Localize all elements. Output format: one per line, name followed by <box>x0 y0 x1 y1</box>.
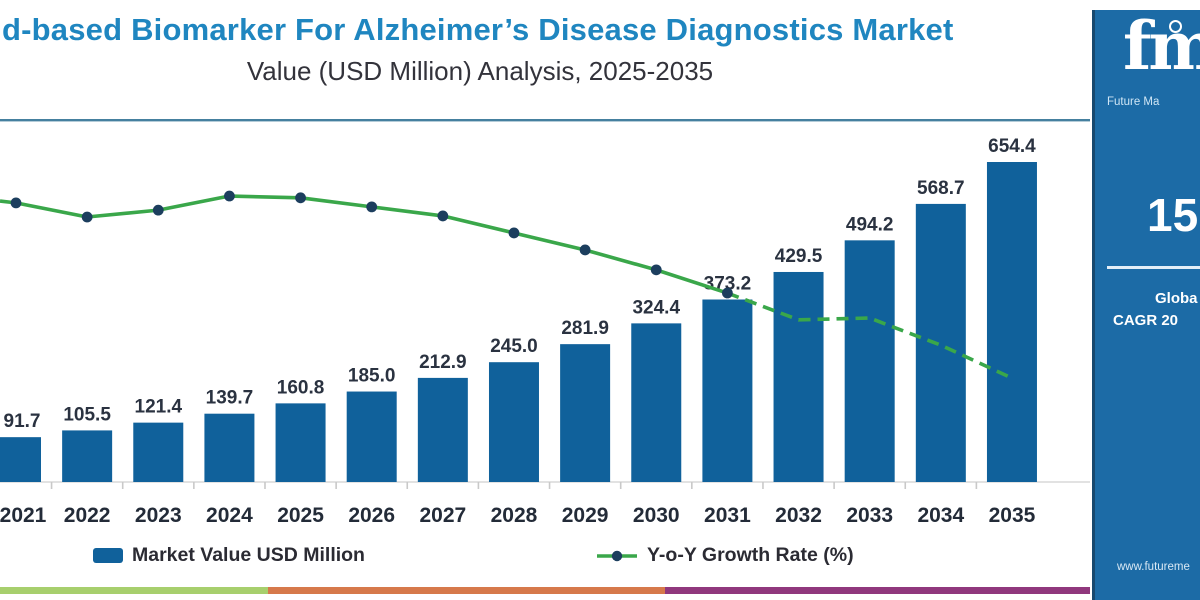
bar-value-label-2023: 121.4 <box>135 397 183 418</box>
growth-point-2025 <box>295 192 306 204</box>
bar-2029 <box>560 344 611 482</box>
growth-point-2024 <box>224 190 235 202</box>
bar-2030 <box>631 323 682 482</box>
chart-legend: Market Value USD Million Y-o-Y Growth Ra… <box>0 540 1090 574</box>
line-series-marker-icon <box>597 550 637 561</box>
bar-2026 <box>346 391 397 482</box>
logo-subtext: Future Ma <box>1107 96 1160 108</box>
bar-value-label-2021: 91.7 <box>4 411 41 432</box>
bar-value-label-2022: 105.5 <box>63 404 111 425</box>
website-text: www.futureme <box>1117 561 1190 573</box>
legend-label-growth-rate: Y-o-Y Growth Rate (%) <box>647 544 854 566</box>
bar-2031 <box>702 299 753 482</box>
bar-value-label-2032: 429.5 <box>775 246 823 267</box>
growth-point-2028 <box>508 227 520 239</box>
bar-value-label-2029: 281.9 <box>561 318 609 339</box>
strip-segment-orange <box>268 587 665 594</box>
bar-value-label-2028: 245.0 <box>490 336 538 357</box>
cagr-stat-value: 15. <box>1147 189 1200 241</box>
plot-top-rule <box>0 119 1090 122</box>
bar-2032 <box>773 271 824 482</box>
growth-point-2022 <box>81 211 93 223</box>
cagr-stat-label-line1: Globa <box>1155 290 1198 307</box>
legend-label-market-value: Market Value USD Million <box>132 544 365 566</box>
bar-2022 <box>62 430 113 482</box>
x-label-2025: 2025 <box>277 504 324 527</box>
growth-point-2029 <box>579 244 591 256</box>
bar-value-label-2035: 654.4 <box>988 136 1036 157</box>
x-label-2030: 2030 <box>633 504 680 527</box>
x-label-2033: 2033 <box>846 504 893 527</box>
bar-2025 <box>275 403 326 482</box>
legend-item-market-value: Market Value USD Million <box>93 544 365 567</box>
market-value-chart: 91.7 2021 105.5 2022 121.4 2023 139.7 2024 160.8… <box>0 119 1090 527</box>
growth-point-2030 <box>650 264 662 276</box>
fmi-logo: fmi <box>1123 10 1200 85</box>
x-label-2021: 2021 <box>0 504 47 527</box>
legend-item-growth-rate: Y-o-Y Growth Rate (%) <box>596 544 854 567</box>
bar-2021 <box>0 437 41 482</box>
bar-2027 <box>417 377 468 482</box>
x-label-2035: 2035 <box>989 504 1036 527</box>
bar-series-swatch-icon <box>93 548 123 563</box>
bar-2023 <box>133 422 184 482</box>
x-label-2028: 2028 <box>491 504 538 527</box>
x-label-2032: 2032 <box>775 504 822 527</box>
panel-divider <box>1107 266 1200 269</box>
bar-value-label-2030: 324.4 <box>632 297 680 318</box>
growth-point-2026 <box>366 201 378 213</box>
chart-title: d-based Biomarker For Alzheimer’s Diseas… <box>2 12 954 47</box>
x-label-2027: 2027 <box>419 504 466 527</box>
x-label-2026: 2026 <box>348 504 395 527</box>
growth-line-forecast-dashed <box>726 291 1013 380</box>
bar-value-label-2033: 494.2 <box>846 214 894 235</box>
bar-2033 <box>844 240 895 482</box>
bar-2034 <box>915 203 966 482</box>
chart-subtitle: Value (USD Million) Analysis, 2025-2035 <box>246 56 714 86</box>
bar-value-label-2024: 139.7 <box>206 388 254 409</box>
x-label-2023: 2023 <box>135 504 182 527</box>
bar-2028 <box>488 362 539 482</box>
bar-value-label-2034: 568.7 <box>917 178 965 199</box>
x-label-2031: 2031 <box>704 504 751 527</box>
x-label-2029: 2029 <box>562 504 609 527</box>
bar-value-label-2026: 185.0 <box>348 366 396 387</box>
bar-2035 <box>986 162 1037 482</box>
growth-point-2027 <box>437 210 449 222</box>
footer-color-strip <box>0 587 1090 594</box>
growth-line-solid <box>0 194 728 295</box>
growth-point-2023 <box>152 204 164 216</box>
logo-ring-icon <box>1169 20 1182 33</box>
x-label-2022: 2022 <box>64 504 111 527</box>
strip-segment-green <box>0 587 268 594</box>
bar-2024 <box>204 413 255 482</box>
bar-value-label-2027: 212.9 <box>419 352 467 373</box>
growth-point-2031 <box>722 287 733 299</box>
growth-point-2021 <box>10 197 22 209</box>
brand-panel: fmi Future Ma 15. Globa CAGR 20 www.futu… <box>1092 10 1200 600</box>
x-label-2024: 2024 <box>206 504 253 527</box>
bar-value-label-2025: 160.8 <box>277 377 325 398</box>
x-label-2034: 2034 <box>917 504 964 527</box>
cagr-stat-label-line2: CAGR 20 <box>1113 312 1179 329</box>
strip-segment-purple <box>665 587 1090 594</box>
